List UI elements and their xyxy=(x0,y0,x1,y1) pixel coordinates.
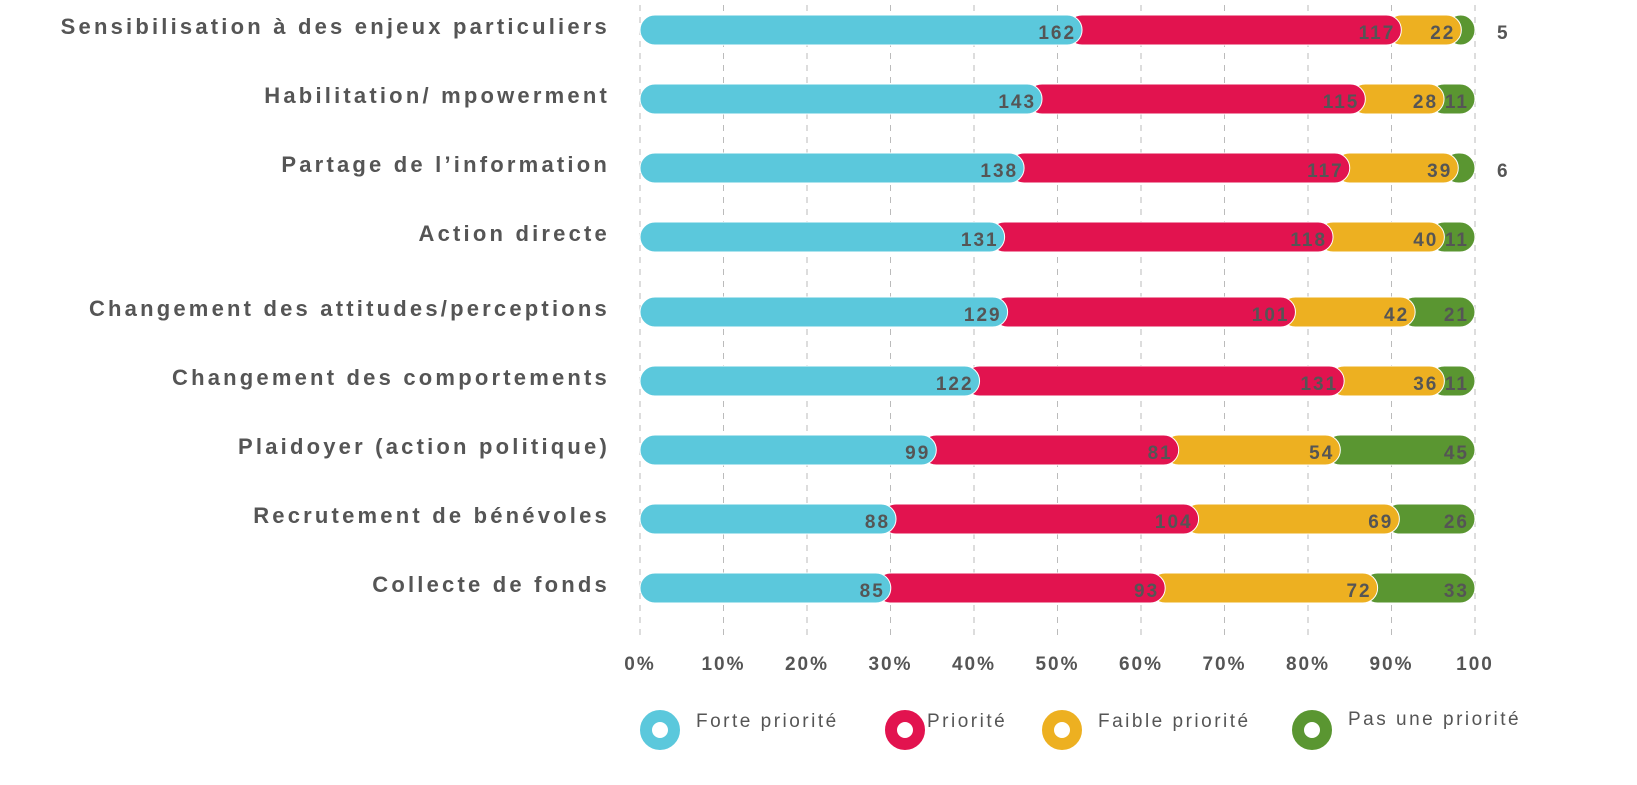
value-label: 11 xyxy=(1445,92,1469,113)
value-label: 88 xyxy=(865,512,890,533)
bar-segment xyxy=(1008,152,1351,184)
value-label: 40 xyxy=(1413,230,1438,251)
value-label: 33 xyxy=(1444,581,1469,602)
bar-segment xyxy=(639,365,981,397)
value-label: 28 xyxy=(1413,92,1438,113)
value-label: 36 xyxy=(1413,374,1438,395)
value-label: 131 xyxy=(961,230,999,251)
bar-row xyxy=(639,434,1476,466)
bar-segment xyxy=(1066,14,1402,46)
category-label: Changement des attitudes/perceptions xyxy=(89,296,610,321)
bar-segment xyxy=(1149,572,1379,604)
bar-segment xyxy=(639,503,897,535)
value-label: 69 xyxy=(1368,512,1393,533)
x-tick-label: 80% xyxy=(1286,654,1330,675)
legend-marker xyxy=(885,710,925,750)
value-label: 162 xyxy=(1038,23,1076,44)
value-label: 131 xyxy=(1300,374,1338,395)
x-tick-label: 60% xyxy=(1119,654,1163,675)
value-label: 122 xyxy=(936,374,974,395)
bar-row xyxy=(639,365,1476,397)
bar-segment xyxy=(639,296,1009,328)
value-label: 117 xyxy=(1359,23,1396,44)
category-label: Plaidoyer (action politique) xyxy=(238,434,610,459)
bar-row xyxy=(639,152,1476,184)
x-tick-label: 20% xyxy=(785,654,829,675)
bar-segment xyxy=(639,221,1006,253)
legend-marker xyxy=(1042,710,1082,750)
x-tick-label: 90% xyxy=(1369,654,1413,675)
value-label: 99 xyxy=(905,443,930,464)
x-tick-label: 70% xyxy=(1202,654,1246,675)
bar-row xyxy=(639,572,1476,604)
value-label: 143 xyxy=(998,92,1036,113)
value-label: 129 xyxy=(964,305,1002,326)
bar-row xyxy=(639,221,1476,253)
legend-label: Faible priorité xyxy=(1098,711,1251,732)
bar-row xyxy=(639,83,1476,115)
value-label: 6 xyxy=(1497,161,1510,182)
legend-marker xyxy=(640,710,680,750)
category-label: Sensibilisation à des enjeux particulier… xyxy=(61,14,610,39)
x-tick-label: 0% xyxy=(624,654,655,675)
category-label: Action directe xyxy=(419,221,611,246)
x-tick-label: 10% xyxy=(701,654,745,675)
category-label: Changement des comportements xyxy=(172,365,610,390)
value-label: 101 xyxy=(1252,305,1290,326)
legend-marker xyxy=(1292,710,1332,750)
x-tick-label: 100 xyxy=(1456,654,1494,675)
value-label: 118 xyxy=(1290,230,1327,251)
value-label: 39 xyxy=(1427,161,1452,182)
bar-segment xyxy=(639,83,1043,115)
value-label: 11 xyxy=(1445,230,1469,251)
value-label: 138 xyxy=(980,161,1018,182)
bar-segment xyxy=(964,365,1345,397)
bar-segment xyxy=(989,221,1334,253)
value-label: 115 xyxy=(1323,92,1360,113)
legend-label: Forte priorité xyxy=(696,711,839,732)
category-label: Recrutement de bénévoles xyxy=(253,503,610,528)
value-label: 21 xyxy=(1444,305,1469,326)
legend-label: Pas une priorité xyxy=(1348,709,1521,730)
value-label: 11 xyxy=(1445,374,1469,395)
value-label: 5 xyxy=(1497,23,1510,44)
bar-segment xyxy=(920,434,1180,466)
bar-row xyxy=(639,296,1476,328)
bar-segment xyxy=(1183,503,1400,535)
bar-segment xyxy=(639,572,892,604)
bar-segment xyxy=(639,434,937,466)
x-tick-label: 40% xyxy=(952,654,996,675)
bar-segment xyxy=(639,152,1025,184)
bar-segment xyxy=(992,296,1296,328)
bar-segment xyxy=(1026,83,1366,115)
value-label: 54 xyxy=(1309,443,1334,464)
legend-label: Priorité xyxy=(927,711,1007,732)
bar-row xyxy=(639,14,1476,46)
value-label: 72 xyxy=(1346,581,1371,602)
x-tick-label: 50% xyxy=(1035,654,1079,675)
category-label: Collecte de fonds xyxy=(372,572,610,597)
value-label: 117 xyxy=(1307,161,1344,182)
bar-row xyxy=(639,503,1476,535)
value-label: 81 xyxy=(1148,443,1173,464)
value-label: 42 xyxy=(1384,305,1409,326)
value-label: 85 xyxy=(860,581,885,602)
category-label: Habilitation/ mpowerment xyxy=(264,83,610,108)
value-label: 22 xyxy=(1430,23,1455,44)
category-label: Partage de l’information xyxy=(281,152,610,177)
bar-segment xyxy=(880,503,1200,535)
value-label: 26 xyxy=(1444,512,1469,533)
x-tick-label: 30% xyxy=(868,654,912,675)
value-label: 45 xyxy=(1444,443,1469,464)
value-label: 104 xyxy=(1155,512,1193,533)
bar-segment xyxy=(639,14,1083,46)
value-label: 93 xyxy=(1134,581,1159,602)
bar-segment xyxy=(875,572,1166,604)
